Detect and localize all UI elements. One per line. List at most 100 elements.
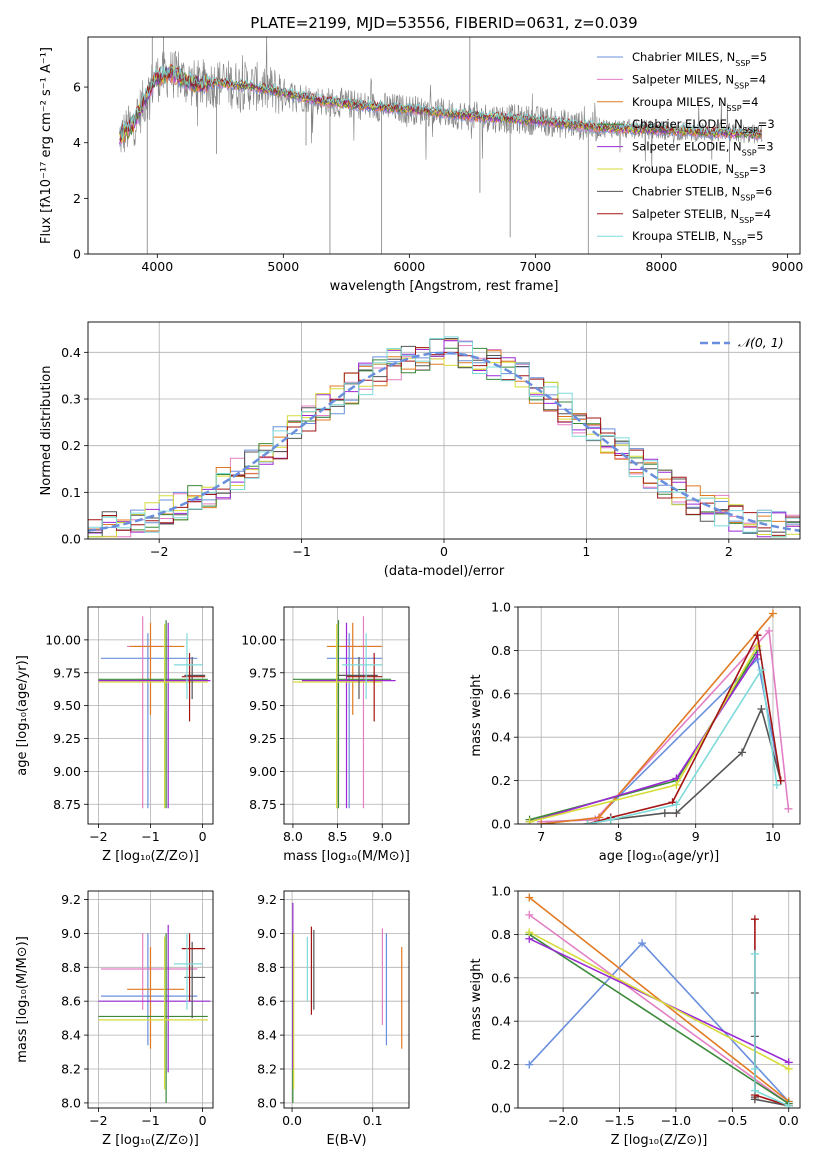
weight-point-marker <box>765 626 774 635</box>
y-tick-label: 8.0 <box>257 1095 277 1110</box>
axes-frame <box>87 890 214 1109</box>
y-tick-label: 8.75 <box>249 797 277 812</box>
model-spectrum <box>119 63 762 142</box>
weight-point-marker <box>784 1101 793 1108</box>
axes-frame <box>283 890 410 1109</box>
x-tick-label: 4000 <box>141 259 173 274</box>
axes-frame <box>87 321 801 540</box>
legend-label: 𝒩(0, 1) <box>738 335 784 350</box>
legend-label: Kroupa ELODIE, NSSP=3 <box>632 162 766 180</box>
y-tick-label: 9.0 <box>257 926 277 941</box>
weight-point-marker <box>525 928 534 937</box>
weight-point-marker <box>672 780 681 789</box>
weight-point-marker <box>768 609 777 618</box>
y-axis-label: mass weight <box>469 958 484 1040</box>
plot-area <box>98 616 211 809</box>
weight-point-marker <box>753 631 762 640</box>
y-tick-label: 8.8 <box>61 960 81 975</box>
axes-frame <box>87 36 801 255</box>
x-tick-label: −1 <box>292 544 310 559</box>
legend-label: Salpeter MILES, NSSP=4 <box>632 72 766 90</box>
y-tick-label: 0.0 <box>61 532 81 547</box>
y-tick-label: 0.4 <box>61 345 81 360</box>
weight-series-line <box>529 649 759 821</box>
y-tick-label: 9.00 <box>249 764 277 779</box>
model-spectrum <box>119 65 762 139</box>
axes-frame <box>283 606 410 825</box>
weight-point-marker <box>776 776 785 785</box>
y-tick-label: 9.25 <box>249 731 277 746</box>
weight-point-marker <box>525 1060 534 1069</box>
weight-point-marker <box>750 949 759 958</box>
y-tick-label: 2 <box>73 191 81 206</box>
weight-series-line <box>541 657 782 823</box>
weight-series-line <box>528 896 790 1103</box>
x-tick-label: 8 <box>614 829 622 844</box>
y-tick-label: 9.50 <box>53 698 81 713</box>
x-tick-label: 0.0 <box>282 1113 302 1128</box>
weight-point-marker <box>757 704 766 713</box>
plot-area <box>292 616 396 809</box>
y-tick-label: 4 <box>73 135 81 150</box>
y-tick-label: 0.8 <box>491 927 511 942</box>
x-tick-label: 0 <box>199 1113 207 1128</box>
y-tick-label: 0.2 <box>491 773 511 788</box>
weight-point-marker <box>738 748 747 757</box>
legend-label: Salpeter STELIB, NSSP=4 <box>632 207 771 225</box>
legend-label: Salpeter ELODIE, NSSP=3 <box>632 140 774 158</box>
x-tick-label: 9 <box>692 829 700 844</box>
weight-point-marker <box>606 815 615 824</box>
weight-point-marker <box>672 800 681 809</box>
histogram-series <box>88 347 800 539</box>
y-tick-label: 9.2 <box>257 892 277 907</box>
x-tick-label: −0.5 <box>717 1113 747 1128</box>
weight-point-marker <box>537 820 546 824</box>
weight-point-marker <box>757 665 766 674</box>
plot-area <box>525 893 793 1108</box>
y-tick-label: 1.0 <box>491 600 511 615</box>
x-tick-label: 0.1 <box>363 1113 383 1128</box>
legend-label: Chabrier STELIB, NSSP=6 <box>632 184 772 202</box>
panel-weight_vs_age: 7 8 9 10 0.0 0.2 0.4 0.6 0.8 1.0 age [log₁₀(age/yr… <box>469 600 801 864</box>
legend-label: Chabrier ELODIE, NSSP=3 <box>632 117 775 135</box>
y-tick-label: 0 <box>73 247 81 262</box>
panel-mass_vs_Z: −2 −1 0 8.0 8.2 8.4 8.6 8.8 9.0 9.2 Z [log₁₀(Z/Z⊙)… <box>15 890 214 1148</box>
y-tick-label: 8.8 <box>257 960 277 975</box>
x-tick-label: 7 <box>537 829 545 844</box>
y-tick-label: 0.6 <box>491 970 511 985</box>
y-tick-label: 9.50 <box>249 698 277 713</box>
y-tick-label: 0.8 <box>491 643 511 658</box>
weight-point-marker <box>750 1064 759 1073</box>
weight-point-marker <box>525 910 534 919</box>
y-tick-label: 0.3 <box>61 392 81 407</box>
panel-spectrum: 4000 5000 6000 7000 8000 9000 0 2 4 6 wavelength [… <box>39 36 803 294</box>
panel-residuals: −2 −1 0 1 2 0.0 0.1 0.2 0.3 0.4 (data-model)/error… <box>39 321 801 579</box>
weight-series-line <box>754 953 790 1107</box>
y-tick-label: 1.0 <box>491 884 511 899</box>
y-tick-label: 0.0 <box>491 1101 511 1116</box>
legend-label: Kroupa STELIB, NSSP=5 <box>632 229 763 247</box>
weight-series-line <box>541 612 774 824</box>
weight-point-marker <box>784 804 793 813</box>
weight-point-marker <box>525 817 534 824</box>
y-tick-label: 8.2 <box>61 1062 81 1077</box>
y-tick-label: 0.1 <box>61 485 81 500</box>
figure-title: PLATE=2199, MJD=53556, FIBERID=0631, z=0… <box>250 14 637 32</box>
y-tick-label: 9.00 <box>53 764 81 779</box>
plot-area <box>525 609 793 824</box>
x-axis-label: Z [log₁₀(Z/Z⊙)] <box>102 1133 199 1148</box>
y-tick-label: 6 <box>73 80 81 95</box>
panel-age_vs_Z: −2 −1 0 8.75 9.00 9.25 9.50 9.75 10.00 Z [log₁₀(Z… <box>15 606 214 864</box>
axes-frame <box>517 606 801 825</box>
y-tick-label: 8.4 <box>257 1028 277 1043</box>
weight-point-marker <box>583 820 592 824</box>
x-tick-label: −1 <box>141 1113 159 1128</box>
y-tick-label: 0.4 <box>491 1014 511 1029</box>
x-tick-label: 10 <box>765 829 781 844</box>
weight-point-marker <box>525 893 534 902</box>
weight-point-marker <box>638 939 647 948</box>
x-tick-label: 0 <box>199 829 207 844</box>
weight-point-marker <box>772 780 781 789</box>
y-tick-label: 0.4 <box>491 730 511 745</box>
x-axis-label: E(B-V) <box>326 1133 366 1148</box>
